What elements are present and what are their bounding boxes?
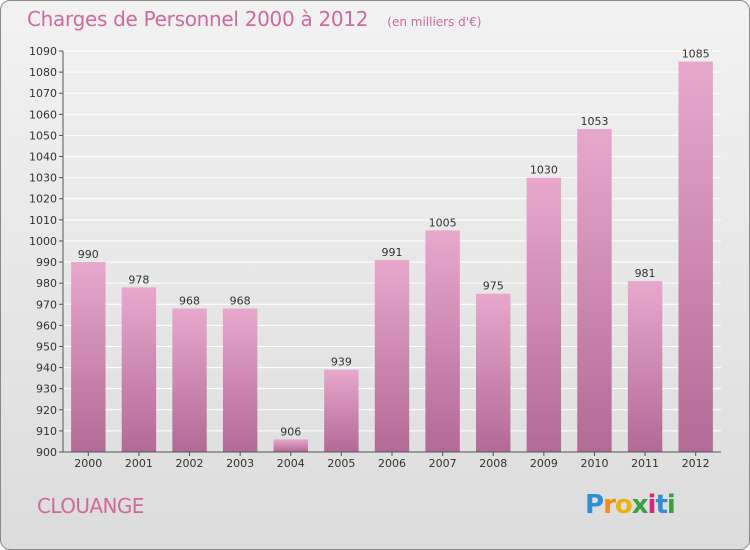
y-tick-label: 1000 xyxy=(29,235,57,248)
data-label: 1005 xyxy=(429,216,457,229)
bar xyxy=(374,259,410,452)
x-tick-label: 2002 xyxy=(176,457,204,470)
bar xyxy=(577,129,612,452)
data-label: 991 xyxy=(382,246,403,259)
logo-letter: x xyxy=(631,490,649,520)
y-tick-label: 910 xyxy=(36,425,57,438)
x-tick-label: 2004 xyxy=(277,457,305,470)
logo-letter: o xyxy=(614,490,633,520)
data-label: 939 xyxy=(331,356,352,369)
logo-letter: i xyxy=(647,490,657,520)
data-label: 1053 xyxy=(580,115,608,128)
location-label: CLOUANGE xyxy=(37,494,144,518)
bar xyxy=(121,287,157,452)
y-tick-label: 1030 xyxy=(29,172,57,185)
y-tick-label: 1070 xyxy=(29,87,57,100)
data-label: 981 xyxy=(635,267,656,280)
bar xyxy=(172,308,207,452)
bars: 990 978 968 968 906 939 991 1005 975 1030 1053 981 1… xyxy=(71,48,713,452)
proxiti-logo[interactable]: Proxiti xyxy=(585,490,676,520)
title-row: Charges de Personnel 2000 à 2012 (en mil… xyxy=(27,7,481,31)
bar xyxy=(273,439,308,452)
data-label: 1030 xyxy=(530,164,558,177)
y-tick-label: 930 xyxy=(36,383,57,396)
y-tick-label: 940 xyxy=(36,362,57,375)
x-tick-label: 2006 xyxy=(378,457,406,470)
bar xyxy=(222,308,258,452)
logo-letter: i xyxy=(666,490,676,520)
bar xyxy=(425,230,460,452)
chart-title: Charges de Personnel 2000 à 2012 xyxy=(27,7,369,31)
bar xyxy=(476,293,511,452)
data-label: 968 xyxy=(179,294,200,307)
y-tick-label: 1080 xyxy=(29,66,57,79)
data-label: 906 xyxy=(280,425,301,438)
axes: 900 910 920 930 940 950 960 970 980 990 1000 1010 10… xyxy=(29,45,721,470)
y-tick-label: 1090 xyxy=(29,45,57,58)
x-tick-label: 2000 xyxy=(74,457,102,470)
data-label: 978 xyxy=(128,273,149,286)
y-tick-label: 960 xyxy=(36,319,57,332)
bar xyxy=(627,281,663,452)
x-tick-label: 2001 xyxy=(125,457,153,470)
y-tick-label: 920 xyxy=(36,404,57,417)
y-tick-label: 1040 xyxy=(29,151,57,164)
y-tick-label: 970 xyxy=(36,298,57,311)
y-tick-label: 1060 xyxy=(29,108,57,121)
x-tick-label: 2012 xyxy=(682,457,710,470)
y-tick-label: 950 xyxy=(36,340,57,353)
y-tick-label: 990 xyxy=(36,256,57,269)
bar xyxy=(324,369,359,452)
y-tick-label: 900 xyxy=(36,446,57,459)
data-label: 975 xyxy=(483,280,504,293)
x-tick-label: 2008 xyxy=(479,457,507,470)
y-tick-label: 1020 xyxy=(29,193,57,206)
logo-letter: r xyxy=(603,490,616,520)
y-tick-label: 1010 xyxy=(29,214,57,227)
logo-letter: t xyxy=(655,490,667,520)
x-tick-label: 2009 xyxy=(530,457,558,470)
bar xyxy=(526,177,562,452)
bar xyxy=(71,262,106,452)
y-tick-label: 1050 xyxy=(29,129,57,142)
bar xyxy=(678,61,713,452)
bar-chart: 990 978 968 968 906 939 991 1005 975 1030 1053 981 1… xyxy=(29,45,721,470)
chart-subtitle: (en milliers d'€) xyxy=(387,15,482,29)
y-tick-label: 980 xyxy=(36,277,57,290)
x-tick-label: 2007 xyxy=(429,457,457,470)
data-label: 968 xyxy=(230,294,251,307)
data-label: 1085 xyxy=(682,48,710,61)
x-tick-label: 2011 xyxy=(631,457,659,470)
data-label: 990 xyxy=(78,248,99,261)
logo-letter: P xyxy=(585,490,604,520)
x-tick-label: 2010 xyxy=(580,457,608,470)
x-tick-label: 2005 xyxy=(327,457,355,470)
x-tick-label: 2003 xyxy=(226,457,254,470)
